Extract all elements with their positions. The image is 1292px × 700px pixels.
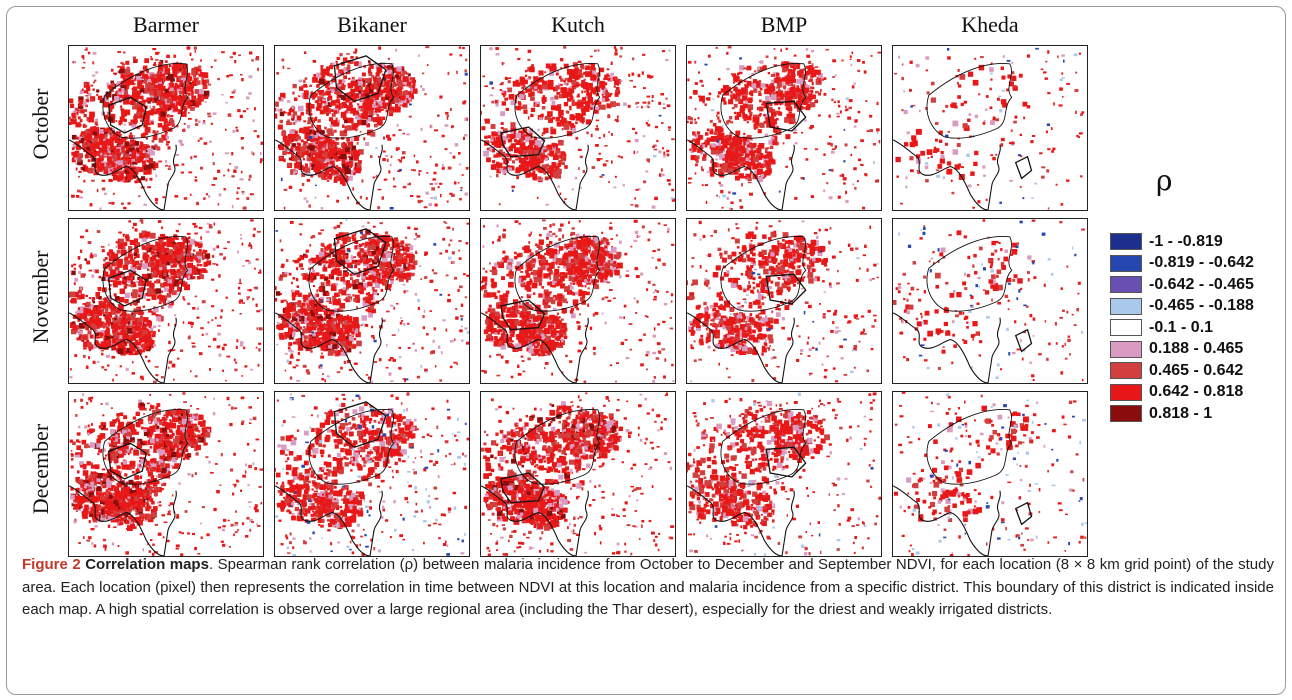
column-header-kheda: Kheda (961, 12, 1019, 37)
legend-label: -0.1 - 0.1 (1149, 318, 1214, 336)
legend-item: 0.818 - 1 (1110, 404, 1254, 423)
column-header-barmer: Barmer (133, 12, 199, 37)
row-header-november: November (28, 250, 53, 344)
legend-swatch (1110, 383, 1142, 401)
correlation-map-barmer-december (68, 391, 264, 557)
correlation-map-barmer-november (68, 218, 264, 384)
correlation-map-bikaner-december (274, 391, 470, 557)
correlation-map-kheda-november (892, 218, 1088, 384)
legend-item: -0.819 - -0.642 (1110, 254, 1254, 273)
caption-figure-title: Correlation maps (85, 556, 209, 573)
legend-label: -0.465 - -0.188 (1149, 297, 1254, 314)
legend-swatch (1110, 319, 1142, 336)
legend-swatch (1110, 276, 1142, 293)
legend-item: -0.465 - -0.188 (1110, 297, 1254, 316)
legend-title: ρ (1156, 164, 1173, 197)
legend-swatch (1110, 233, 1142, 250)
legend-swatch (1110, 297, 1142, 315)
legend-label: 0.188 - 0.465 (1149, 340, 1244, 357)
correlation-map-kutch-october (480, 45, 676, 211)
legend-label: -0.642 - -0.465 (1149, 275, 1254, 293)
correlation-map-kheda-december (892, 391, 1088, 557)
legend-label: -0.819 - -0.642 (1149, 254, 1254, 271)
figure-caption: Figure 2 Correlation maps. Spearman rank… (22, 554, 1274, 622)
legend: -1 - -0.819 -0.819 - -0.642 -0.642 - -0.… (1110, 232, 1254, 426)
legend-label: 0.642 - 0.818 (1149, 383, 1244, 400)
caption-text: . Spearman rank correlation (ρ) between … (22, 556, 1274, 618)
legend-swatch (1110, 340, 1142, 358)
legend-item: -0.1 - 0.1 (1110, 318, 1254, 337)
correlation-map-bmp-november (686, 218, 882, 384)
column-header-kutch: Kutch (551, 12, 605, 37)
legend-swatch (1110, 405, 1142, 422)
correlation-map-kheda-october (892, 45, 1088, 211)
legend-label: 0.818 - 1 (1149, 404, 1213, 422)
legend-item: -0.642 - -0.465 (1110, 275, 1254, 294)
legend-item: -1 - -0.819 (1110, 232, 1254, 251)
column-header-bikaner: Bikaner (337, 12, 407, 37)
legend-label: -1 - -0.819 (1149, 232, 1223, 250)
correlation-map-bmp-december (686, 391, 882, 557)
row-header-december: December (28, 423, 53, 515)
legend-swatch (1110, 254, 1142, 272)
correlation-map-kutch-november (480, 218, 676, 384)
legend-item: 0.188 - 0.465 (1110, 340, 1254, 359)
correlation-map-bikaner-october (274, 45, 470, 211)
row-header-october: October (28, 88, 53, 160)
legend-item: 0.465 - 0.642 (1110, 361, 1254, 380)
legend-label: 0.465 - 0.642 (1149, 361, 1244, 379)
correlation-map-bikaner-november (274, 218, 470, 384)
correlation-map-bmp-october (686, 45, 882, 211)
correlation-map-barmer-october (68, 45, 264, 211)
figure-frame (6, 6, 1286, 695)
legend-item: 0.642 - 0.818 (1110, 383, 1254, 402)
column-header-bmp: BMP (760, 12, 808, 37)
correlation-map-kutch-december (480, 391, 676, 557)
caption-figure-number: Figure 2 (22, 556, 81, 573)
legend-swatch (1110, 362, 1142, 379)
